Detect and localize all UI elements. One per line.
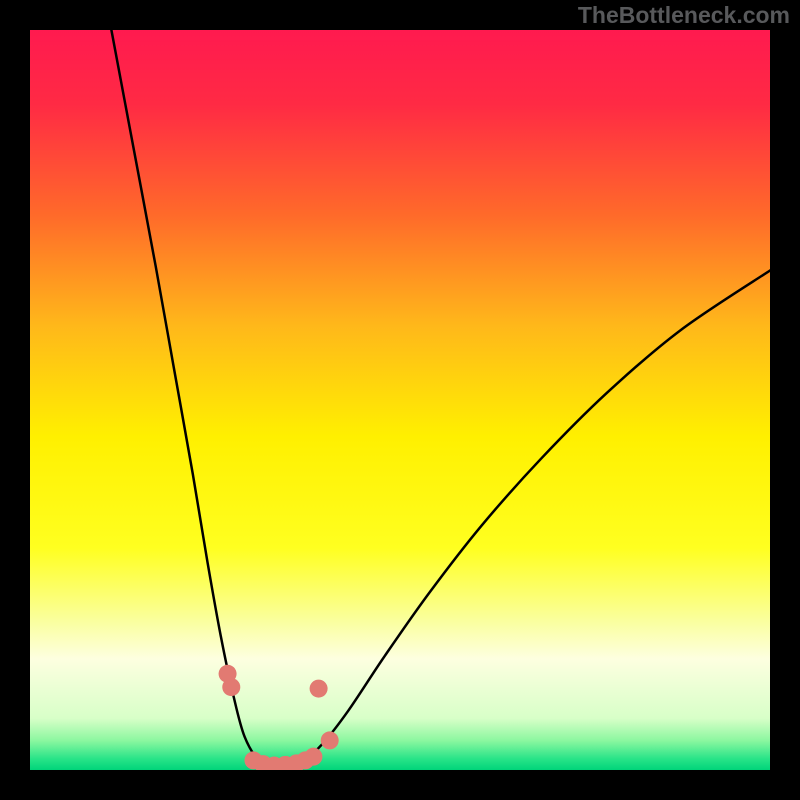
chart-frame: TheBottleneck.com (0, 0, 800, 800)
chart-svg (30, 30, 770, 770)
gradient-background (30, 30, 770, 770)
data-marker (321, 731, 339, 749)
data-marker (304, 748, 322, 766)
watermark-text: TheBottleneck.com (578, 2, 790, 29)
data-marker (222, 678, 240, 696)
data-marker (310, 680, 328, 698)
plot-area (30, 30, 770, 770)
